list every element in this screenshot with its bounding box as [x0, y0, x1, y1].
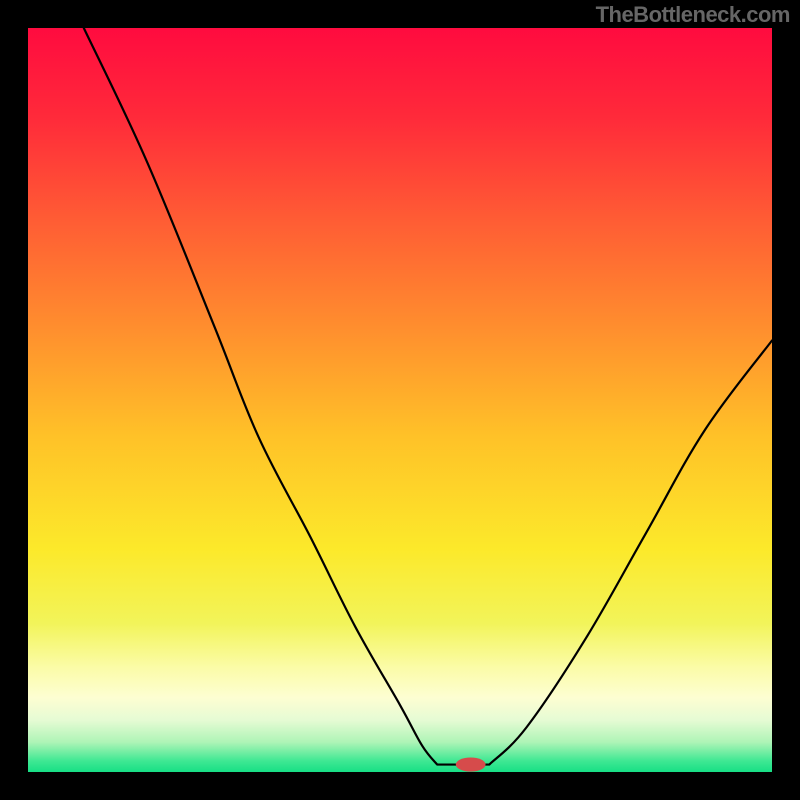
watermark-text: TheBottleneck.com [596, 2, 790, 28]
chart-frame: TheBottleneck.com [0, 0, 800, 800]
bottleneck-curve [84, 28, 772, 765]
curve-layer [28, 28, 772, 772]
plot-area [28, 28, 772, 772]
optimum-marker [456, 757, 486, 771]
